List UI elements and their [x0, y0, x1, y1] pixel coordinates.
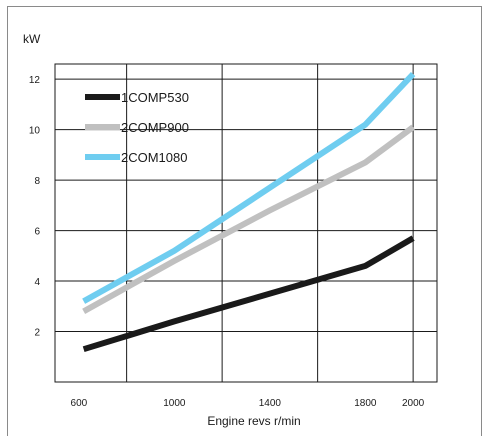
x-tick-label: 600 — [71, 398, 88, 409]
y-tick-label: 10 — [29, 126, 41, 137]
y-tick-label: 2 — [34, 328, 40, 339]
series-line — [82, 235, 415, 353]
x-tick-label: 1800 — [354, 398, 377, 409]
legend-label: 2COM1080 — [121, 150, 187, 165]
tick-labels: 2 4 6 8 10 12 600 1000 1400 1800 2000 — [29, 75, 425, 409]
chart-frame — [7, 6, 482, 436]
y-tick-label: 12 — [29, 75, 41, 86]
plot-border — [54, 63, 438, 383]
y-tick-label: 6 — [34, 227, 40, 238]
y-axis-unit: kW — [23, 32, 41, 46]
series-line — [82, 72, 416, 304]
x-axis-label: Engine revs r/min — [207, 414, 300, 428]
legend-label: 2COMP900 — [121, 120, 189, 135]
y-tick-label: 4 — [34, 277, 40, 288]
x-tick-label: 2000 — [402, 398, 425, 409]
x-tick-label: 1400 — [259, 398, 282, 409]
y-tick-label: 8 — [34, 176, 40, 187]
series-lines — [82, 72, 416, 353]
grid-lines — [54, 63, 438, 383]
series-line — [82, 124, 415, 314]
legend: 1COMP530 2COMP900 2COM1080 — [85, 90, 189, 165]
legend-label: 1COMP530 — [121, 90, 189, 105]
x-tick-label: 1000 — [163, 398, 186, 409]
